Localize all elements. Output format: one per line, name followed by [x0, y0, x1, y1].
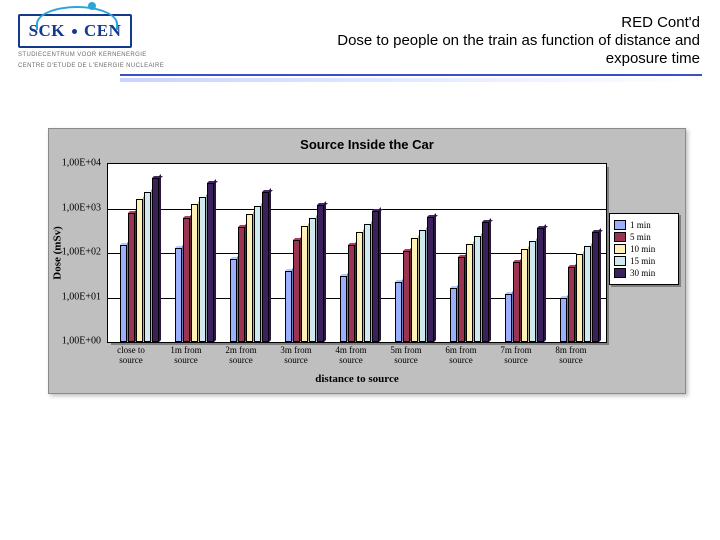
bar	[529, 241, 536, 342]
legend-item: 15 min	[614, 256, 674, 266]
bar	[364, 224, 371, 342]
bar	[482, 222, 489, 342]
bar	[317, 205, 324, 342]
x-axis-title: distance to source	[107, 373, 607, 385]
bar	[419, 230, 426, 342]
legend: 1 min 5 min 10 min 15 min 30 min	[609, 213, 679, 285]
legend-swatch-icon	[614, 268, 626, 278]
legend-label: 10 min	[630, 244, 655, 254]
bar	[584, 246, 591, 342]
bar	[144, 192, 151, 342]
x-category-label: 4m fromsource	[324, 345, 379, 365]
bar	[537, 228, 544, 342]
legend-label: 1 min	[630, 220, 651, 230]
slide-title-line-3: exposure time	[337, 50, 700, 68]
logo-dot-icon	[88, 2, 96, 10]
y-tick-label: 1,00E+00	[41, 336, 101, 347]
bar	[246, 214, 253, 342]
bar	[592, 232, 599, 342]
legend-swatch-icon	[614, 220, 626, 230]
bar	[136, 199, 143, 342]
bar	[576, 254, 583, 342]
logo-subtitle-1: STUDIECENTRUM VOOR KERNENERGIE	[18, 52, 164, 59]
chart-title: Source Inside the Car	[49, 137, 685, 152]
gridline	[108, 209, 606, 210]
bar	[450, 288, 457, 342]
bar	[191, 204, 198, 342]
bar	[128, 213, 135, 342]
legend-item: 5 min	[614, 232, 674, 242]
legend-item: 30 min	[614, 268, 674, 278]
x-category-label: 1m fromsource	[159, 345, 214, 365]
header-rule	[120, 74, 702, 80]
plot-area	[107, 163, 607, 343]
bar	[207, 183, 214, 342]
legend-swatch-icon	[614, 244, 626, 254]
x-category-label: 6m fromsource	[434, 345, 489, 365]
bar	[152, 178, 159, 342]
x-category-label: 3m fromsource	[269, 345, 324, 365]
bar	[238, 227, 245, 342]
y-tick-label: 1,00E+01	[41, 291, 101, 302]
bar	[309, 218, 316, 342]
bar	[285, 271, 292, 342]
bar	[403, 251, 410, 342]
logo-box: SCK CEN	[18, 14, 132, 48]
x-category-label: 7m fromsource	[489, 345, 544, 365]
bar	[505, 294, 512, 342]
plot-shell	[107, 163, 607, 343]
bar	[466, 244, 473, 342]
bar	[521, 249, 528, 342]
x-category-label: 5m fromsource	[379, 345, 434, 365]
bar	[513, 262, 520, 342]
logo-arc-icon	[36, 6, 118, 30]
slide-title-line-2: Dose to people on the train as function …	[337, 32, 700, 50]
bar	[230, 259, 237, 342]
bar	[395, 282, 402, 342]
bar	[301, 226, 308, 342]
slide-title-block: RED Cont'd Dose to people on the train a…	[337, 14, 700, 68]
bar	[560, 298, 567, 343]
slide-title-line-1: RED Cont'd	[337, 14, 700, 32]
x-category-label: close tosource	[104, 345, 159, 365]
bar	[348, 245, 355, 342]
bar	[427, 217, 434, 342]
y-tick-label: 1,00E+03	[41, 202, 101, 213]
bar	[372, 211, 379, 342]
bar	[199, 197, 206, 342]
bar	[183, 218, 190, 342]
bar	[356, 232, 363, 342]
legend-label: 30 min	[630, 268, 655, 278]
y-tick-label: 1,00E+04	[41, 158, 101, 169]
header: SCK CEN STUDIECENTRUM VOOR KERNENERGIE C…	[0, 0, 720, 90]
bar	[175, 248, 182, 342]
y-tick-label: 1,00E+02	[41, 247, 101, 258]
logo-sck-cen: SCK CEN STUDIECENTRUM VOOR KERNENERGIE C…	[18, 14, 164, 70]
bar	[411, 238, 418, 342]
x-category-label: 2m fromsource	[214, 345, 269, 365]
x-category-label: 8m fromsource	[544, 345, 599, 365]
bar	[120, 245, 127, 342]
bar	[254, 206, 261, 342]
legend-swatch-icon	[614, 232, 626, 242]
legend-item: 10 min	[614, 244, 674, 254]
slide: SCK CEN STUDIECENTRUM VOOR KERNENERGIE C…	[0, 0, 720, 540]
bar	[474, 236, 481, 342]
bar	[568, 267, 575, 342]
chart-panel: Source Inside the Car Dose (mSv) distanc…	[48, 128, 686, 394]
bar	[340, 276, 347, 342]
legend-swatch-icon	[614, 256, 626, 266]
legend-label: 5 min	[630, 232, 651, 242]
bar	[293, 240, 300, 342]
logo-subtitle-2: CENTRE D'ETUDE DE L'ENERGIE NUCLEAIRE	[18, 63, 164, 70]
bar	[458, 257, 465, 342]
legend-item: 1 min	[614, 220, 674, 230]
legend-label: 15 min	[630, 256, 655, 266]
bar	[262, 192, 269, 342]
